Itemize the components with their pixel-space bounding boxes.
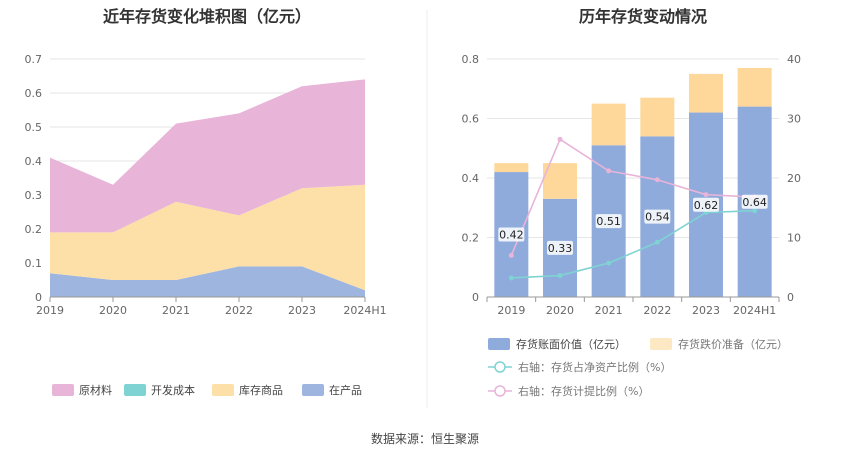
left-y-tick-label: 0.7 [25, 53, 43, 66]
line-point [606, 260, 612, 266]
bar-impairment [591, 103, 626, 146]
right-bars [494, 67, 772, 297]
line-net-asset-ratio [511, 209, 755, 279]
left-y-tick-label: 0.4 [25, 155, 43, 168]
right-x-tick-label: 2019 [497, 304, 525, 317]
line-point [654, 239, 660, 245]
bar-value-label: 0.54 [645, 211, 670, 224]
right-legend-label: 存货跌价准备（亿元） [678, 337, 788, 351]
left-legend-label: 库存商品 [239, 383, 283, 397]
bar-impairment [494, 163, 529, 173]
left-legend-swatch [212, 384, 234, 396]
left-legend-swatch [124, 384, 146, 396]
left-x-tick-label: 2020 [99, 304, 127, 317]
bar-impairment [543, 163, 577, 199]
bar-impairment [737, 67, 772, 107]
right-legend-marker [494, 361, 506, 373]
left-legend-swatch [52, 384, 74, 396]
left-x-tick-label: 2023 [288, 304, 316, 317]
line-point [752, 208, 758, 214]
bar-value-label: 0.33 [548, 242, 573, 255]
line-provision-ratio [510, 138, 755, 256]
left-legend: 原材料 开发成本 库存商品 在产品 [52, 383, 362, 397]
right-chart-title: 历年存货变动情况 [579, 7, 707, 26]
bar-label-bg [741, 194, 768, 209]
left-legend-label: 开发成本 [151, 383, 195, 397]
left-axes: 0 0.1 0.2 0.3 0.4 0.5 0.6 0.7 2019 2020 2021 2022 20… [25, 53, 387, 317]
left-x-tick-label: 2021 [162, 304, 190, 317]
right-legend-swatch [650, 338, 672, 350]
left-legend-label: 在产品 [329, 383, 362, 397]
right-bar-labels: 0.42 0.33 0.51 0.54 0.62 0.64 [498, 194, 768, 255]
bar-label-bg [595, 214, 622, 229]
left-y-tick-label: 0.2 [25, 223, 43, 236]
left-x-tick-label: 2024H1 [343, 304, 386, 317]
right-left-y-tick-label: 0.8 [462, 53, 480, 66]
bar-value-label: 0.64 [742, 196, 767, 209]
area-原材料 [50, 79, 365, 233]
line-point [703, 192, 709, 198]
line-point [557, 273, 563, 279]
bar-label-bg [498, 227, 525, 242]
bar-value-label: 0.62 [694, 199, 719, 212]
bar-impairment [689, 73, 723, 113]
right-legend-label: 右轴：存货计提比例（%） [518, 384, 649, 398]
left-chart-title: 近年存货变化堆积图（亿元） [103, 7, 311, 26]
right-left-y-tick-label: 0.2 [462, 232, 480, 245]
bar-value-label: 0.42 [499, 229, 524, 242]
left-y-tick-label: 0.1 [25, 257, 43, 270]
left-y-tick-label: 0.3 [25, 189, 43, 202]
left-legend-label: 原材料 [79, 383, 112, 397]
right-legend: 存货账面价值（亿元） 存货跌价准备（亿元） 右轴：存货占净资产比例（%） 右轴：存货计… [488, 337, 788, 398]
right-right-y-tick-label: 0 [787, 291, 794, 304]
right-right-y-tick-label: 20 [787, 172, 801, 185]
left-area-layers [50, 79, 365, 297]
left-x-tick-label: 2022 [225, 304, 253, 317]
bar-label-bg [644, 209, 671, 224]
right-legend-swatch [488, 338, 510, 350]
right-left-y-tick-label: 0.4 [462, 172, 480, 185]
right-legend-marker [494, 385, 506, 397]
line-point [508, 252, 514, 258]
line-point [557, 136, 563, 142]
right-gridlines [487, 58, 779, 238]
line-point [508, 275, 514, 281]
right-axes: 0 0.2 0.4 0.6 0.8 0 10 20 30 40 2019 2020 2021 2022 20… [462, 53, 802, 317]
right-right-y-tick-label: 30 [787, 113, 801, 126]
right-x-tick-label: 2021 [595, 304, 623, 317]
bar-value-label: 0.51 [596, 215, 621, 228]
area-库存商品 [50, 184, 365, 291]
line-point [606, 168, 612, 174]
bar-label-bg [693, 197, 719, 212]
area-在产品 [50, 266, 365, 297]
right-x-tick-label: 2024H1 [733, 304, 776, 317]
right-left-y-tick-label: 0 [472, 291, 479, 304]
right-legend-label: 右轴：存货占净资产比例（%） [518, 360, 671, 374]
left-y-tick-label: 0.6 [25, 87, 43, 100]
right-x-tick-label: 2022 [643, 304, 671, 317]
right-legend-label: 存货账面价值（亿元） [516, 337, 626, 351]
data-source: 数据来源：恒生聚源 [371, 431, 479, 446]
bar-label-bg [547, 240, 573, 255]
bar-impairment [640, 97, 675, 137]
right-right-y-tick-label: 10 [787, 232, 801, 245]
left-y-tick-label: 0 [35, 291, 42, 304]
left-x-tick-label: 2019 [36, 304, 64, 317]
right-x-tick-label: 2023 [692, 304, 720, 317]
right-right-y-tick-label: 40 [787, 53, 801, 66]
line-point [654, 177, 660, 183]
left-y-tick-label: 0.5 [25, 121, 43, 134]
left-legend-swatch [302, 384, 324, 396]
right-left-y-tick-label: 0.6 [462, 113, 480, 126]
right-x-tick-label: 2020 [546, 304, 574, 317]
